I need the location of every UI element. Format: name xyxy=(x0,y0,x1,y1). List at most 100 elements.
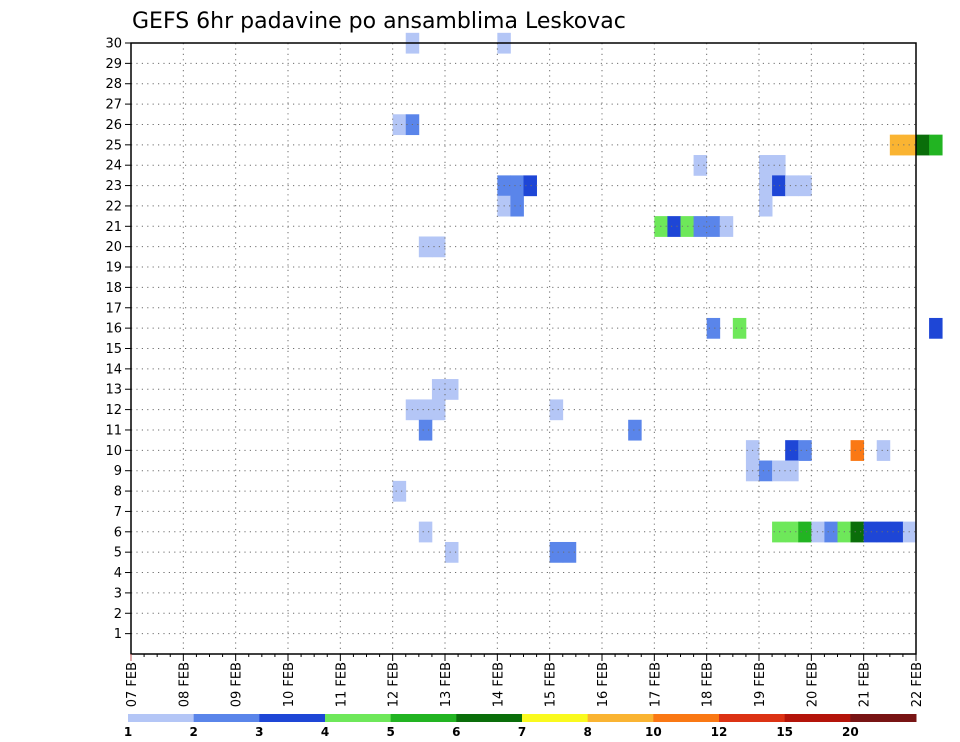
y-tick-label-23: 23 xyxy=(105,179,122,194)
y-tick-label-22: 22 xyxy=(105,199,122,214)
colorbar-label-15: 15 xyxy=(776,725,793,739)
precip-cell-m9-t49 xyxy=(772,460,786,482)
precip-cell-m24-t43 xyxy=(693,155,708,176)
precip-cell-m12-t32 xyxy=(549,399,564,421)
y-tick-label-26: 26 xyxy=(105,118,122,133)
x-tick-label-9: 16 FEB xyxy=(596,662,611,707)
colorbar-segment-7 xyxy=(587,714,654,722)
y-tick-label-12: 12 xyxy=(105,403,122,418)
precip-cell-m12-t22 xyxy=(418,399,433,421)
precip-cell-m6-t55 xyxy=(850,521,865,543)
precip-cell-m25-t58 xyxy=(889,134,904,156)
colorbar-segment-11 xyxy=(850,714,917,722)
precip-cell-m6-t50 xyxy=(785,521,799,543)
precip-cell-m11-t22 xyxy=(418,419,433,441)
precip-cell-m23-t51 xyxy=(798,175,812,197)
colorbar-label-5: 5 xyxy=(386,725,394,739)
y-tick-label-29: 29 xyxy=(105,57,122,72)
precip-cell-m25-t61 xyxy=(929,134,943,156)
colorbar-segment-9 xyxy=(719,714,786,722)
precip-cell-m5-t32 xyxy=(549,541,564,563)
y-tick-label-2: 2 xyxy=(114,607,122,622)
x-tick-label-4: 11 FEB xyxy=(334,662,349,707)
precip-cell-m21-t44 xyxy=(706,216,721,237)
colorbar-segment-2 xyxy=(259,714,326,722)
precip-cell-m16-t44 xyxy=(706,317,721,339)
colorbar-segment-8 xyxy=(653,714,720,722)
y-tick-label-11: 11 xyxy=(105,423,122,438)
colorbar-label-20: 20 xyxy=(842,725,859,739)
precip-cell-m9-t48 xyxy=(759,460,773,482)
x-tick-label-6: 13 FEB xyxy=(439,662,454,707)
precip-cell-m6-t58 xyxy=(889,521,904,543)
y-tick-label-24: 24 xyxy=(105,159,122,174)
precip-cell-m6-t49 xyxy=(772,521,786,543)
colorbar-segment-3 xyxy=(325,714,392,722)
colorbar-label-1: 1 xyxy=(124,725,132,739)
y-tick-label-30: 30 xyxy=(105,37,122,52)
precip-cell-m16-t46 xyxy=(732,317,747,339)
precip-cell-m13-t24 xyxy=(445,379,459,400)
precip-cell-m6-t57 xyxy=(876,521,891,543)
precip-cell-m26-t20 xyxy=(392,114,407,136)
precip-cell-m23-t48 xyxy=(759,175,773,197)
precip-cell-m10-t57 xyxy=(876,440,891,461)
precip-cell-m10-t50 xyxy=(785,440,799,461)
precipitation-cells xyxy=(392,32,943,563)
precip-cell-m10-t51 xyxy=(798,440,812,461)
x-tick-label-12: 19 FEB xyxy=(753,662,768,707)
precip-cell-m10-t55 xyxy=(850,440,865,461)
precip-cell-m6-t56 xyxy=(863,521,878,543)
y-tick-label-20: 20 xyxy=(105,240,122,255)
plot-frame xyxy=(130,42,917,655)
x-tick-label-3: 10 FEB xyxy=(282,662,297,707)
precip-cell-m23-t29 xyxy=(510,175,524,197)
grid-lines xyxy=(131,42,916,654)
precip-cell-m6-t22 xyxy=(418,521,433,543)
x-tick-label-7: 14 FEB xyxy=(491,662,506,707)
x-tick-label-5: 12 FEB xyxy=(387,662,402,707)
precip-cell-m6-t52 xyxy=(811,521,825,543)
precip-cell-m24-t49 xyxy=(772,155,786,176)
y-tick-label-9: 9 xyxy=(114,464,122,479)
y-tick-label-14: 14 xyxy=(105,362,122,377)
y-tick-label-16: 16 xyxy=(105,322,122,337)
y-tick-label-13: 13 xyxy=(105,383,122,398)
precip-cell-m9-t50 xyxy=(785,460,799,482)
colorbar-label-2: 2 xyxy=(189,725,197,739)
colorbar-label-12: 12 xyxy=(711,725,728,739)
colorbar-segment-5 xyxy=(456,714,523,722)
precip-cell-m6-t53 xyxy=(824,521,838,543)
x-tick-label-10: 17 FEB xyxy=(648,662,663,707)
precip-cell-m16-t61 xyxy=(929,317,943,339)
precip-cell-m23-t50 xyxy=(785,175,799,197)
y-tick-label-28: 28 xyxy=(105,77,122,92)
y-tick-label-21: 21 xyxy=(105,220,122,235)
x-axis: 07 FEB 08 FEB 09 FEB 10 FEB 11 FEB 12 FEB 13 F… xyxy=(125,654,925,707)
chart-title: GEFS 6hr padavine po ansamblima Leskovac xyxy=(132,9,626,34)
y-tick-label-19: 19 xyxy=(105,261,122,276)
y-tick-label-15: 15 xyxy=(105,342,122,357)
colorbar-segment-4 xyxy=(390,714,457,722)
colorbar-label-3: 3 xyxy=(255,725,263,739)
y-tick-label-18: 18 xyxy=(105,281,122,296)
y-tick-label-10: 10 xyxy=(105,444,122,459)
y-tick-label-27: 27 xyxy=(105,98,122,113)
y-tick-label-4: 4 xyxy=(114,566,122,581)
colorbar-segment-10 xyxy=(784,714,851,722)
precip-cell-m22-t48 xyxy=(759,195,773,217)
y-tick-label-7: 7 xyxy=(114,505,122,520)
colorbar-label-7: 7 xyxy=(518,725,526,739)
precip-cell-m25-t60 xyxy=(916,134,930,156)
x-tick-label-15: 22 FEB xyxy=(910,662,925,707)
precip-cell-m24-t48 xyxy=(759,155,773,176)
precip-cell-m13-t23 xyxy=(431,379,446,400)
precip-cell-m20-t23 xyxy=(431,236,446,258)
y-tick-label-25: 25 xyxy=(105,138,122,153)
colorbar-segment-1 xyxy=(193,714,260,722)
x-tick-label-13: 20 FEB xyxy=(805,662,820,707)
precip-cell-m8-t20 xyxy=(392,480,407,502)
x-tick-label-2: 09 FEB xyxy=(230,662,245,707)
precip-cell-m6-t51 xyxy=(798,521,812,543)
